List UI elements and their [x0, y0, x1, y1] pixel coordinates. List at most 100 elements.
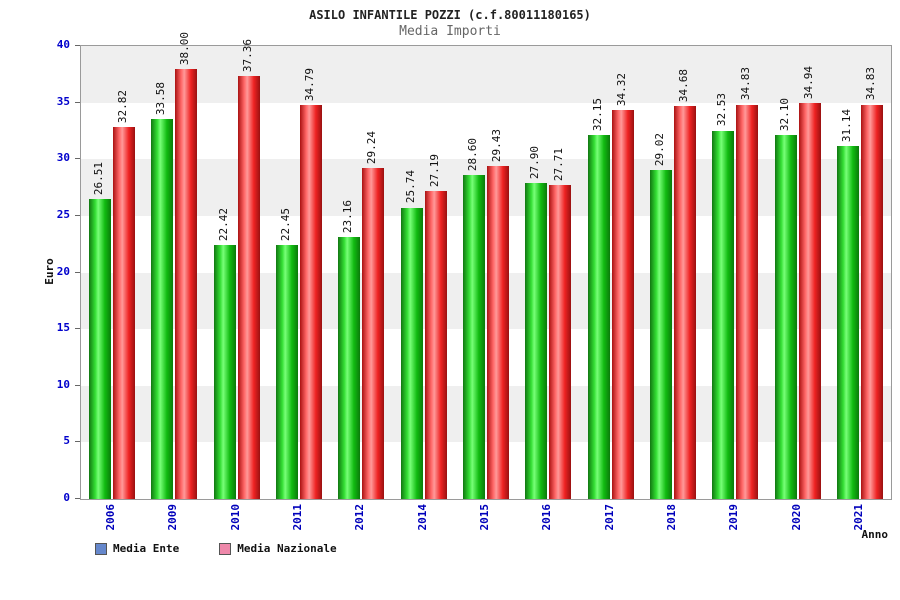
bar-media-ente-2014: [400, 207, 423, 499]
x-tick-label: 2016: [540, 504, 554, 531]
bar-media-nazionale-2017: [611, 110, 634, 499]
x-tick-label: 2017: [602, 504, 616, 531]
value-label: 33.58: [154, 81, 168, 115]
value-label: 34.83: [863, 67, 877, 101]
y-tick-mark: [75, 214, 80, 216]
value-label: 27.19: [427, 153, 441, 188]
bar-media-ente-2006: [89, 198, 112, 499]
bar-media-nazionale-2009: [175, 68, 198, 499]
bar-media-nazionale-2010: [237, 75, 260, 499]
x-tick-label: 2012: [353, 504, 367, 531]
plot-band: [81, 215, 891, 273]
bar-media-nazionale-2015: [487, 165, 509, 499]
bar-media-ente-2011: [276, 244, 299, 499]
y-tick-mark: [75, 158, 80, 160]
x-tick-label: 2014: [415, 504, 429, 531]
bar-media-nazionale-2012: [362, 167, 385, 499]
value-label: 34.83: [739, 67, 753, 101]
y-tick-mark: [75, 271, 80, 273]
bar-media-ente-2010: [213, 245, 236, 499]
value-label: 37.36: [240, 38, 254, 72]
value-label: 25.74: [403, 170, 417, 204]
y-tick-mark: [75, 441, 80, 443]
value-label: 32.10: [777, 98, 791, 132]
legend-swatch-media-nazionale: [219, 542, 232, 555]
y-tick-label: 35: [56, 94, 70, 108]
value-label: 28.60: [466, 137, 479, 172]
bar-media-nazionale-2011: [300, 105, 323, 499]
x-tick-label: 2010: [228, 504, 242, 531]
y-tick-mark: [75, 45, 80, 46]
bar-media-ente-2015: [463, 175, 485, 499]
bar-media-ente-2019: [712, 130, 735, 499]
legend-item-media-ente: Media Ente: [95, 542, 179, 555]
x-tick-label: 2021: [851, 504, 865, 531]
legend-item-media-nazionale: Media Nazionale: [219, 542, 337, 555]
y-tick-label: 10: [56, 377, 70, 391]
x-tick-label: 2015: [478, 504, 491, 531]
y-tick-label: 0: [63, 491, 70, 504]
value-label: 38.00: [178, 31, 192, 65]
value-label: 32.53: [715, 93, 729, 127]
legend-swatch-media-ente: [95, 542, 107, 555]
plot-area: [80, 45, 892, 500]
bar-media-nazionale-2019: [736, 104, 759, 499]
x-tick-label: 2006: [104, 504, 118, 531]
bar-media-nazionale-2006: [113, 127, 136, 499]
y-tick-label: 25: [56, 207, 70, 221]
y-tick-mark: [75, 328, 80, 330]
bar-media-nazionale-2014: [424, 191, 447, 499]
x-tick-label: 2009: [166, 504, 180, 531]
legend-label-media-nazionale: Media Nazionale: [237, 542, 337, 555]
value-label: 27.90: [528, 145, 542, 180]
plot-band: [81, 159, 891, 216]
value-label: 32.82: [116, 90, 130, 124]
bar-media-nazionale-2016: [549, 185, 572, 499]
y-tick-label: 20: [56, 264, 70, 278]
bar-media-nazionale-2018: [673, 106, 696, 499]
plot-band: [81, 272, 891, 330]
plot-band: [81, 102, 891, 160]
bar-media-nazionale-2021: [860, 104, 883, 499]
y-tick-mark: [75, 498, 80, 499]
x-axis-label: Anno: [861, 528, 889, 541]
value-label: 22.45: [279, 207, 293, 241]
value-label: 32.15: [590, 97, 604, 131]
x-tick-label: 2019: [727, 504, 741, 531]
chart-subtitle: Media Importi: [399, 24, 501, 39]
y-tick-label: 5: [63, 434, 70, 448]
bar-media-ente-2020: [774, 135, 797, 499]
x-tick-label: 2020: [789, 504, 803, 531]
bar-media-nazionale-2020: [798, 103, 821, 499]
value-label: 34.32: [614, 73, 628, 107]
value-label: 29.43: [490, 128, 503, 162]
bar-media-ente-2017: [587, 134, 610, 499]
x-tick-label: 2011: [291, 504, 305, 531]
y-tick-label: 15: [56, 321, 70, 335]
plot-band: [81, 46, 891, 103]
x-tick-label: 2018: [664, 504, 678, 531]
value-label: 26.51: [92, 161, 106, 195]
plot-band: [81, 329, 891, 386]
bar-media-ente-2018: [649, 170, 672, 499]
bar-media-ente-2009: [151, 118, 174, 499]
y-tick-label: 30: [56, 151, 70, 165]
value-label: 34.94: [801, 66, 815, 100]
value-label: 34.68: [676, 69, 690, 103]
value-label: 27.71: [552, 148, 566, 182]
value-label: 22.42: [216, 207, 230, 242]
legend: Media Ente Media Nazionale: [95, 542, 337, 555]
y-tick-mark: [75, 384, 80, 386]
value-label: 29.02: [652, 133, 666, 167]
value-label: 34.79: [303, 67, 317, 102]
legend-label-media-ente: Media Ente: [113, 542, 180, 555]
plot-band: [81, 442, 891, 499]
chart-title: ASILO INFANTILE POZZI (c.f.80011180165): [309, 8, 591, 22]
y-tick-label: 40: [56, 38, 70, 51]
plot-band: [81, 385, 891, 443]
bar-media-ente-2012: [338, 236, 361, 499]
bar-media-ente-2016: [525, 183, 548, 499]
y-tick-mark: [75, 101, 80, 103]
value-label: 31.14: [839, 109, 853, 143]
